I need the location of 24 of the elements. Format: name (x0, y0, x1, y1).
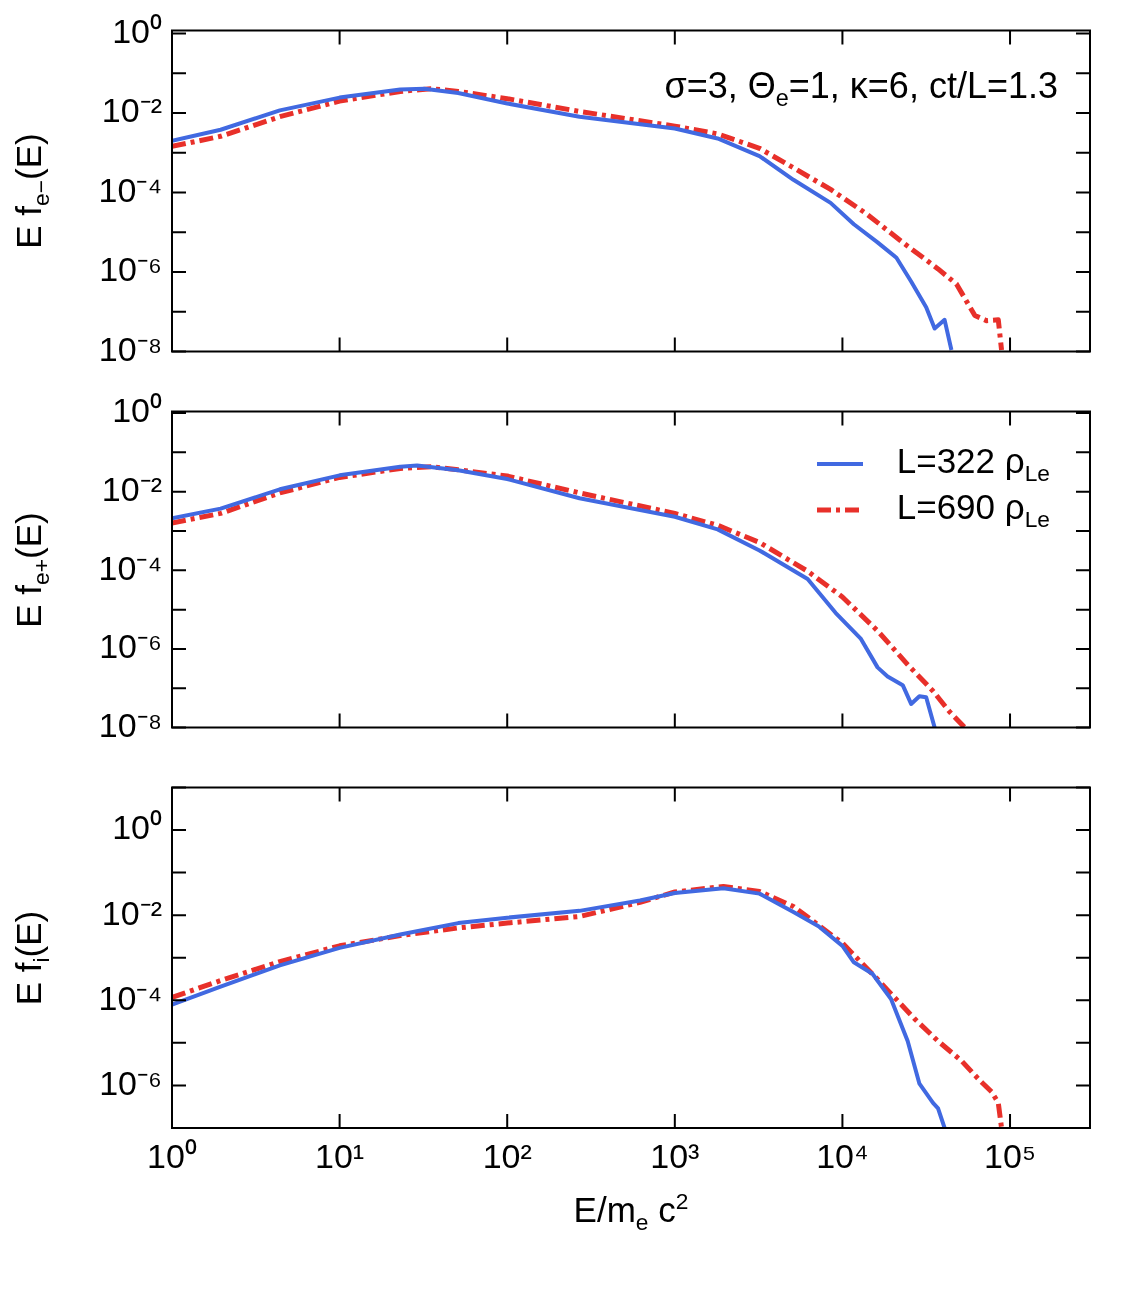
legend-label: L=322 ρ$_{Le}$ (896, 441, 1050, 488)
y-tick-label: 10⁻² (101, 470, 162, 509)
y-tick-label: 10⁰ (112, 391, 162, 430)
y-tick-label: 10⁻⁴ (98, 548, 162, 587)
x-tick-label: 10³ (650, 1136, 700, 1175)
x-tick-label: 10¹ (315, 1136, 365, 1175)
y-tick-label: 10⁰ (112, 11, 162, 50)
y-tick-label: 10⁰ (112, 808, 162, 847)
x-tick-label: 10⁵ (984, 1136, 1036, 1175)
annotation: σ=3, Θ$_{e}$=1, κ=6, ct/L=1.3 (664, 65, 1058, 112)
y-tick-label: 10⁻⁶ (99, 627, 162, 666)
x-tick-label: 10⁴ (816, 1136, 869, 1175)
y-tick-label: 10⁻⁴ (98, 978, 162, 1017)
legend-label: L=690 ρ$_{Le}$ (896, 487, 1050, 534)
y-tick-label: 10⁻⁸ (98, 705, 162, 744)
x-axis-title: E/m$_{e}$ c$^{2}$ (573, 1188, 689, 1235)
y-tick-label: 10⁻² (101, 893, 162, 932)
x-tick-label: 10² (482, 1136, 532, 1175)
y-tick-label: 10⁻² (101, 91, 162, 130)
y-tick-label: 10⁻⁴ (98, 170, 162, 209)
x-tick-label: 10⁰ (147, 1136, 197, 1175)
y-tick-label: 10⁻⁶ (99, 1063, 162, 1102)
y-tick-label: 10⁻⁶ (99, 250, 162, 289)
y-tick-label: 10⁻⁸ (98, 329, 162, 368)
